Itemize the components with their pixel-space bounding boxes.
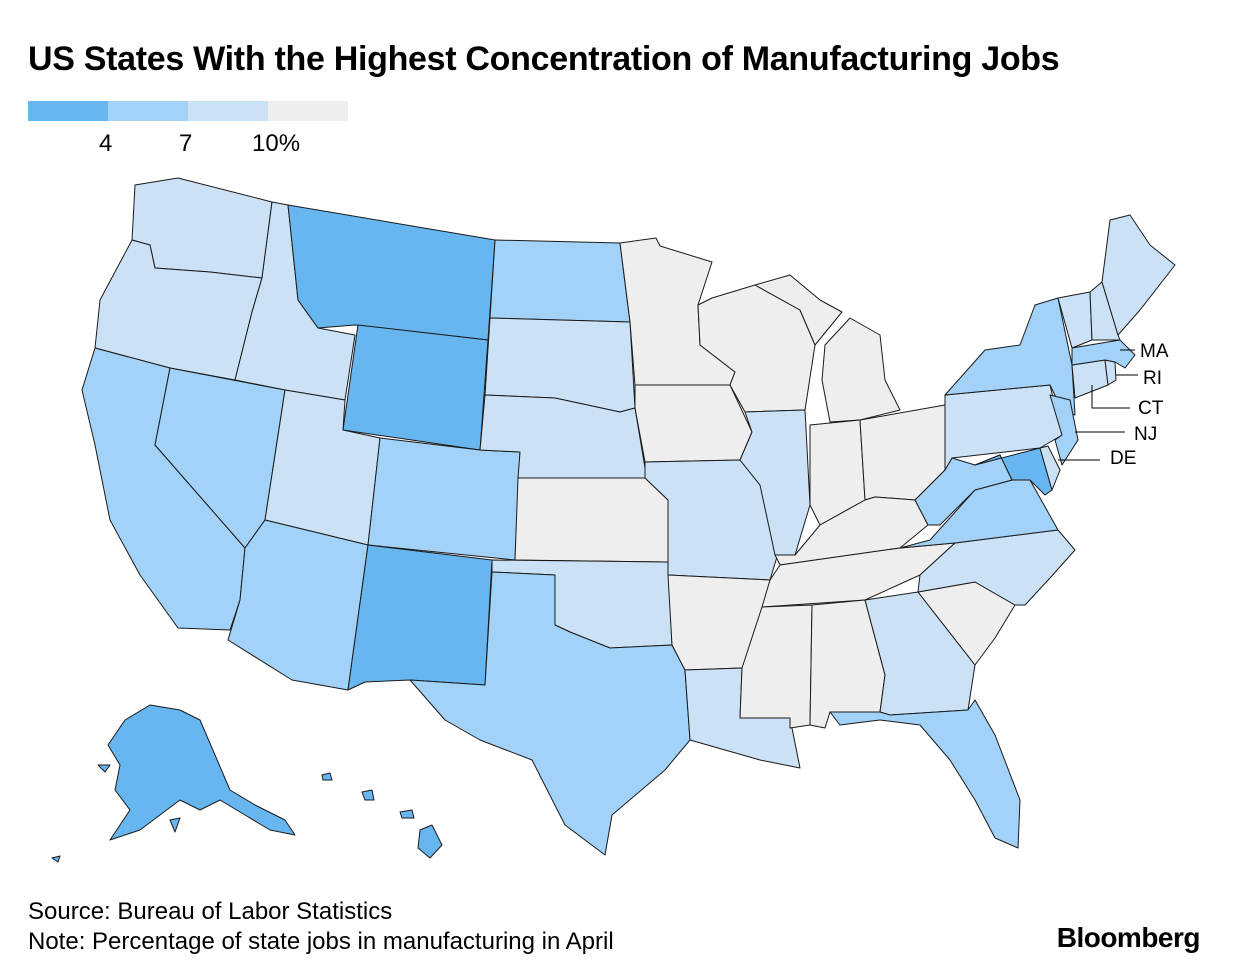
state-me xyxy=(1101,214,1176,336)
state-de xyxy=(1039,445,1061,491)
callout-label-de: DE xyxy=(1110,448,1136,469)
legend-swatch-4 xyxy=(268,101,348,121)
legend-tick-10: 10% xyxy=(252,130,301,157)
legend-tick-4: 4 xyxy=(99,130,113,157)
bloomberg-logo: Bloomberg xyxy=(1056,922,1201,953)
state-nj xyxy=(1049,394,1079,466)
state-mi-upper xyxy=(754,274,843,346)
chart-title: US States With the Highest Concentration… xyxy=(28,40,1060,78)
legend-swatch-1 xyxy=(28,101,108,121)
callout-label-ct: CT xyxy=(1138,398,1164,419)
state-nh xyxy=(1089,281,1121,341)
state-nm xyxy=(347,544,493,691)
state-ct xyxy=(1071,359,1109,399)
legend-color-scale xyxy=(28,101,348,121)
state-mt xyxy=(287,204,496,341)
state-ak-island-1 xyxy=(97,764,111,773)
state-fl xyxy=(829,699,1021,849)
callout-line-ct xyxy=(1091,385,1130,409)
state-hi-island-1 xyxy=(361,789,375,801)
callout-label-nj: NJ xyxy=(1134,424,1157,445)
state-az xyxy=(227,519,369,691)
state-ak-island-3 xyxy=(51,855,61,863)
state-mi xyxy=(821,317,901,423)
state-ak xyxy=(107,704,296,841)
legend-swatch-2 xyxy=(108,101,188,121)
callout-label-ma: MA xyxy=(1140,341,1169,362)
state-hi xyxy=(417,824,443,859)
state-wy xyxy=(342,324,489,451)
state-tx xyxy=(409,571,691,856)
state-ks xyxy=(514,477,669,563)
us-state-map: MA RI CT NJ DE xyxy=(51,177,1176,863)
footer-note: Note: Percentage of state jobs in manufa… xyxy=(28,928,614,955)
legend-swatch-3 xyxy=(188,101,268,121)
footer-source: Source: Bureau of Labor Statistics xyxy=(28,898,393,925)
state-ia xyxy=(634,384,753,463)
state-co xyxy=(367,437,521,561)
state-hi-island-3 xyxy=(321,772,333,781)
callout-label-ri: RI xyxy=(1143,368,1162,389)
state-ak-island-2 xyxy=(169,817,181,833)
state-nd xyxy=(489,239,631,323)
state-hi-island-2 xyxy=(399,809,415,819)
state-ma xyxy=(1071,339,1136,369)
legend-tick-7: 7 xyxy=(179,130,193,157)
